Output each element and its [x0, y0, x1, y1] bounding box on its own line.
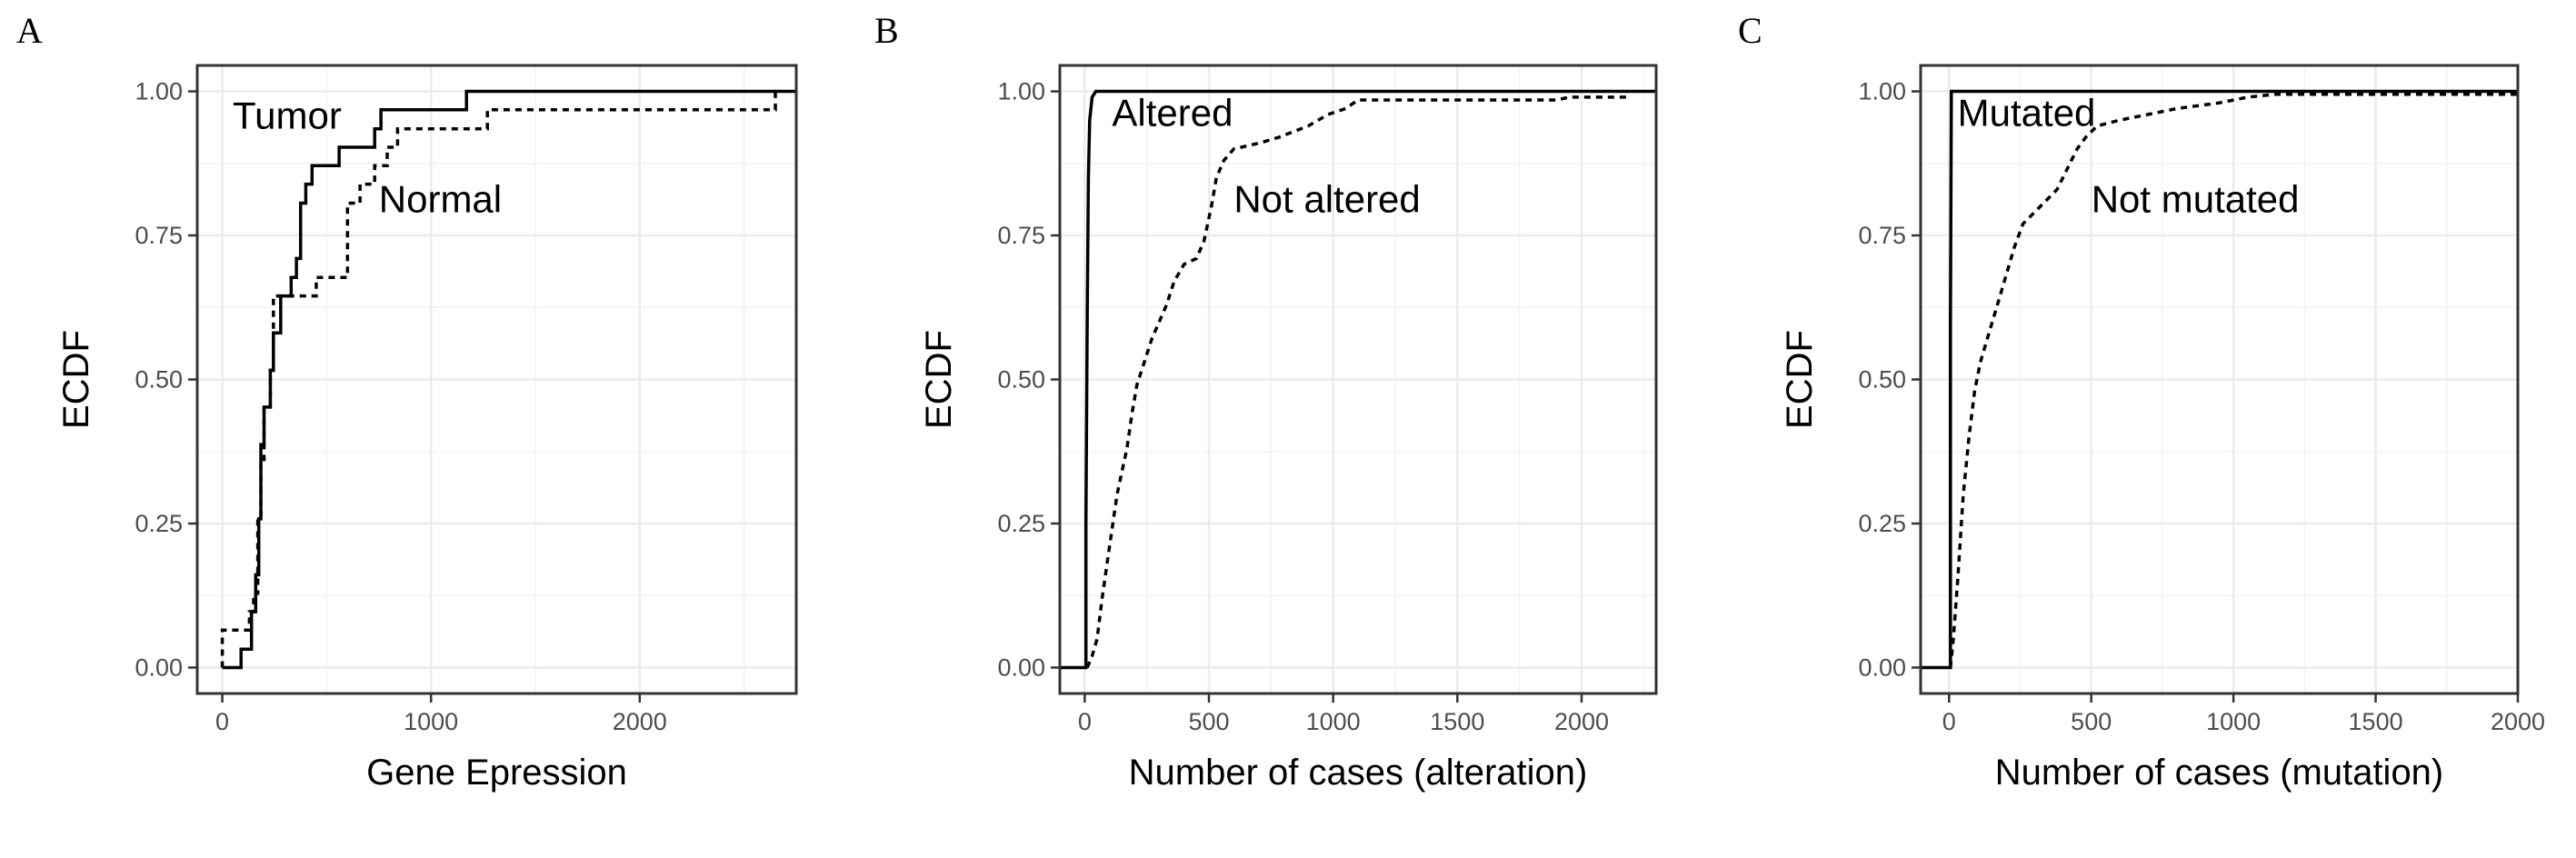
- y-tick-label: 0.50: [997, 366, 1045, 394]
- x-tick-label: 1000: [2206, 708, 2261, 735]
- x-tick-label: 1000: [1306, 708, 1361, 735]
- y-tick-label: 0.00: [997, 653, 1045, 681]
- x-tick-label: 2000: [613, 708, 667, 735]
- y-axis-title: ECDF: [919, 330, 959, 429]
- x-axis-title: Number of cases (alteration): [1129, 753, 1588, 793]
- y-tick-label: 0.25: [1858, 510, 1906, 537]
- y-tick-label: 0.00: [1858, 653, 1906, 681]
- panel-letter: B: [874, 10, 899, 51]
- series-line-mutated: [1921, 89, 2518, 670]
- y-tick-label: 0.75: [997, 222, 1045, 249]
- y-tick-label: 0.75: [135, 222, 183, 249]
- x-tick-label: 0: [1078, 708, 1092, 735]
- annotation-not-altered: Not altered: [1233, 178, 1420, 221]
- x-tick-label: 0: [1942, 708, 1956, 735]
- annotation-not-mutated: Not mutated: [2092, 178, 2300, 221]
- panel-3: Mutated Not mutated 0 500 1000 1500 2000 0.00 0.…: [1738, 10, 2545, 793]
- series-line-not-altered: [1085, 95, 1632, 669]
- major-grid: [197, 65, 796, 693]
- y-axis-title: ECDF: [56, 330, 96, 429]
- annotation-altered: Altered: [1112, 92, 1233, 135]
- y-tick-label: 1.00: [1858, 78, 1906, 105]
- annotation-normal: Normal: [379, 178, 502, 221]
- panel-letter: A: [16, 10, 43, 51]
- series-line-not-mutated: [1949, 92, 2518, 668]
- y-tick-label: 0.75: [1858, 222, 1906, 249]
- x-axis-title: Number of cases (mutation): [1995, 753, 2444, 793]
- y-tick-label: 0.25: [135, 510, 183, 537]
- series-line-altered: [1060, 89, 1656, 670]
- y-tick-label: 1.00: [135, 78, 183, 105]
- x-tick-label: 2000: [1554, 708, 1609, 735]
- x-tick-label: 1500: [1430, 708, 1484, 735]
- y-tick-label: 0.50: [1858, 366, 1906, 394]
- annotation-tumor: Tumor: [233, 95, 342, 137]
- x-tick-label: 0: [215, 708, 229, 735]
- x-tick-label: 2000: [2491, 708, 2545, 735]
- panel-1: Tumor Normal 0 1000 2000 0.00 0.25 0.50 0.75 1.00…: [16, 10, 798, 793]
- x-axis-title: Gene Epression: [366, 753, 627, 793]
- x-tick-label: 1000: [404, 708, 458, 735]
- y-axis-title: ECDF: [1780, 330, 1820, 429]
- y-tick-label: 0.00: [135, 653, 183, 681]
- x-tick-label: 500: [1188, 708, 1229, 735]
- annotation-mutated: Mutated: [1958, 92, 2096, 135]
- x-tick-label: 1500: [2349, 708, 2403, 735]
- series-line-tumor: [222, 89, 796, 670]
- y-tick-label: 1.00: [997, 78, 1045, 105]
- y-tick-label: 0.50: [135, 366, 183, 394]
- y-tick-label: 0.25: [997, 510, 1045, 537]
- x-tick-label: 500: [2071, 708, 2112, 735]
- panel-letter: C: [1738, 10, 1762, 51]
